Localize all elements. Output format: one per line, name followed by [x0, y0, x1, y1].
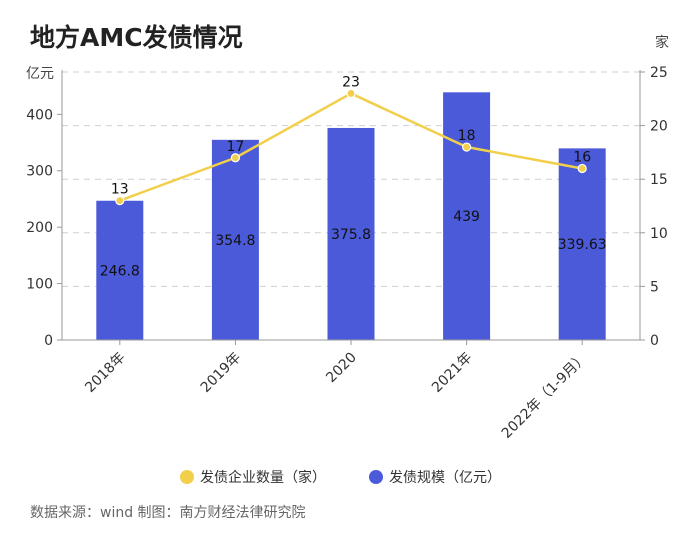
line-data-label: 13 [111, 182, 129, 198]
legend-marker-bar [369, 470, 383, 484]
line-data-label: 23 [342, 74, 360, 90]
line-point [462, 142, 472, 152]
bar-series [96, 92, 606, 340]
y-left-unit: 亿元 [26, 66, 54, 82]
legend-marker-line [180, 470, 194, 484]
y-right-tick-label: 25 [650, 65, 668, 81]
bar [443, 92, 491, 340]
bar [558, 148, 606, 340]
line-point [115, 196, 125, 206]
data-source: 数据来源：wind 制图：南方财经法律研究院 [30, 505, 306, 521]
legend: 发债企业数量（家） 发债规模（亿元） [180, 469, 501, 486]
legend-label-line: 发债企业数量（家） [200, 469, 326, 486]
x-tick-label: 2020 [323, 350, 360, 387]
bar-data-label: 339.63 [558, 237, 607, 253]
y-left-tick-label: 200 [26, 220, 53, 236]
y-left-tick-label: 100 [26, 277, 53, 293]
legend-label-bar: 发债规模（亿元） [389, 470, 501, 486]
bar [211, 139, 259, 340]
line-point [577, 163, 587, 174]
y-right-unit: 家 [655, 34, 669, 51]
x-tick-label: 2021年 [429, 350, 475, 396]
x-tick-label: 2019年 [198, 350, 244, 396]
line-series [115, 88, 587, 206]
y-right-tick-label: 20 [650, 119, 668, 135]
chart-title: 地方AMC发债情况 [30, 23, 243, 52]
line-data-label: 16 [573, 149, 591, 165]
x-tick-label: 2022年（1-9月） [499, 350, 591, 442]
bar-data-label: 354.8 [215, 233, 255, 249]
y-right-tick-label: 15 [650, 172, 668, 188]
y-right-tick-label: 10 [650, 226, 668, 242]
y-left-tick-label: 400 [26, 107, 53, 123]
bar-data-label: 246.8 [100, 263, 140, 279]
bar-data-label: 375.8 [331, 227, 371, 243]
line-data-label: 18 [458, 128, 476, 144]
bar [96, 200, 144, 340]
line-data-label: 17 [226, 139, 244, 155]
line-point [346, 88, 356, 99]
y-right-tick-label: 5 [650, 279, 659, 295]
bar [327, 127, 375, 340]
bar-data-label: 439 [453, 209, 480, 225]
y-left-tick-label: 300 [26, 164, 53, 180]
x-tick-label: 2018年 [82, 350, 128, 396]
data-labels: 13 17 23 18 16 246.8 354.8 375.8 439 339.63 [100, 74, 607, 279]
y-left-tick-label: 0 [44, 333, 53, 349]
y-right-tick-label: 0 [650, 333, 659, 349]
line-point [230, 153, 240, 163]
